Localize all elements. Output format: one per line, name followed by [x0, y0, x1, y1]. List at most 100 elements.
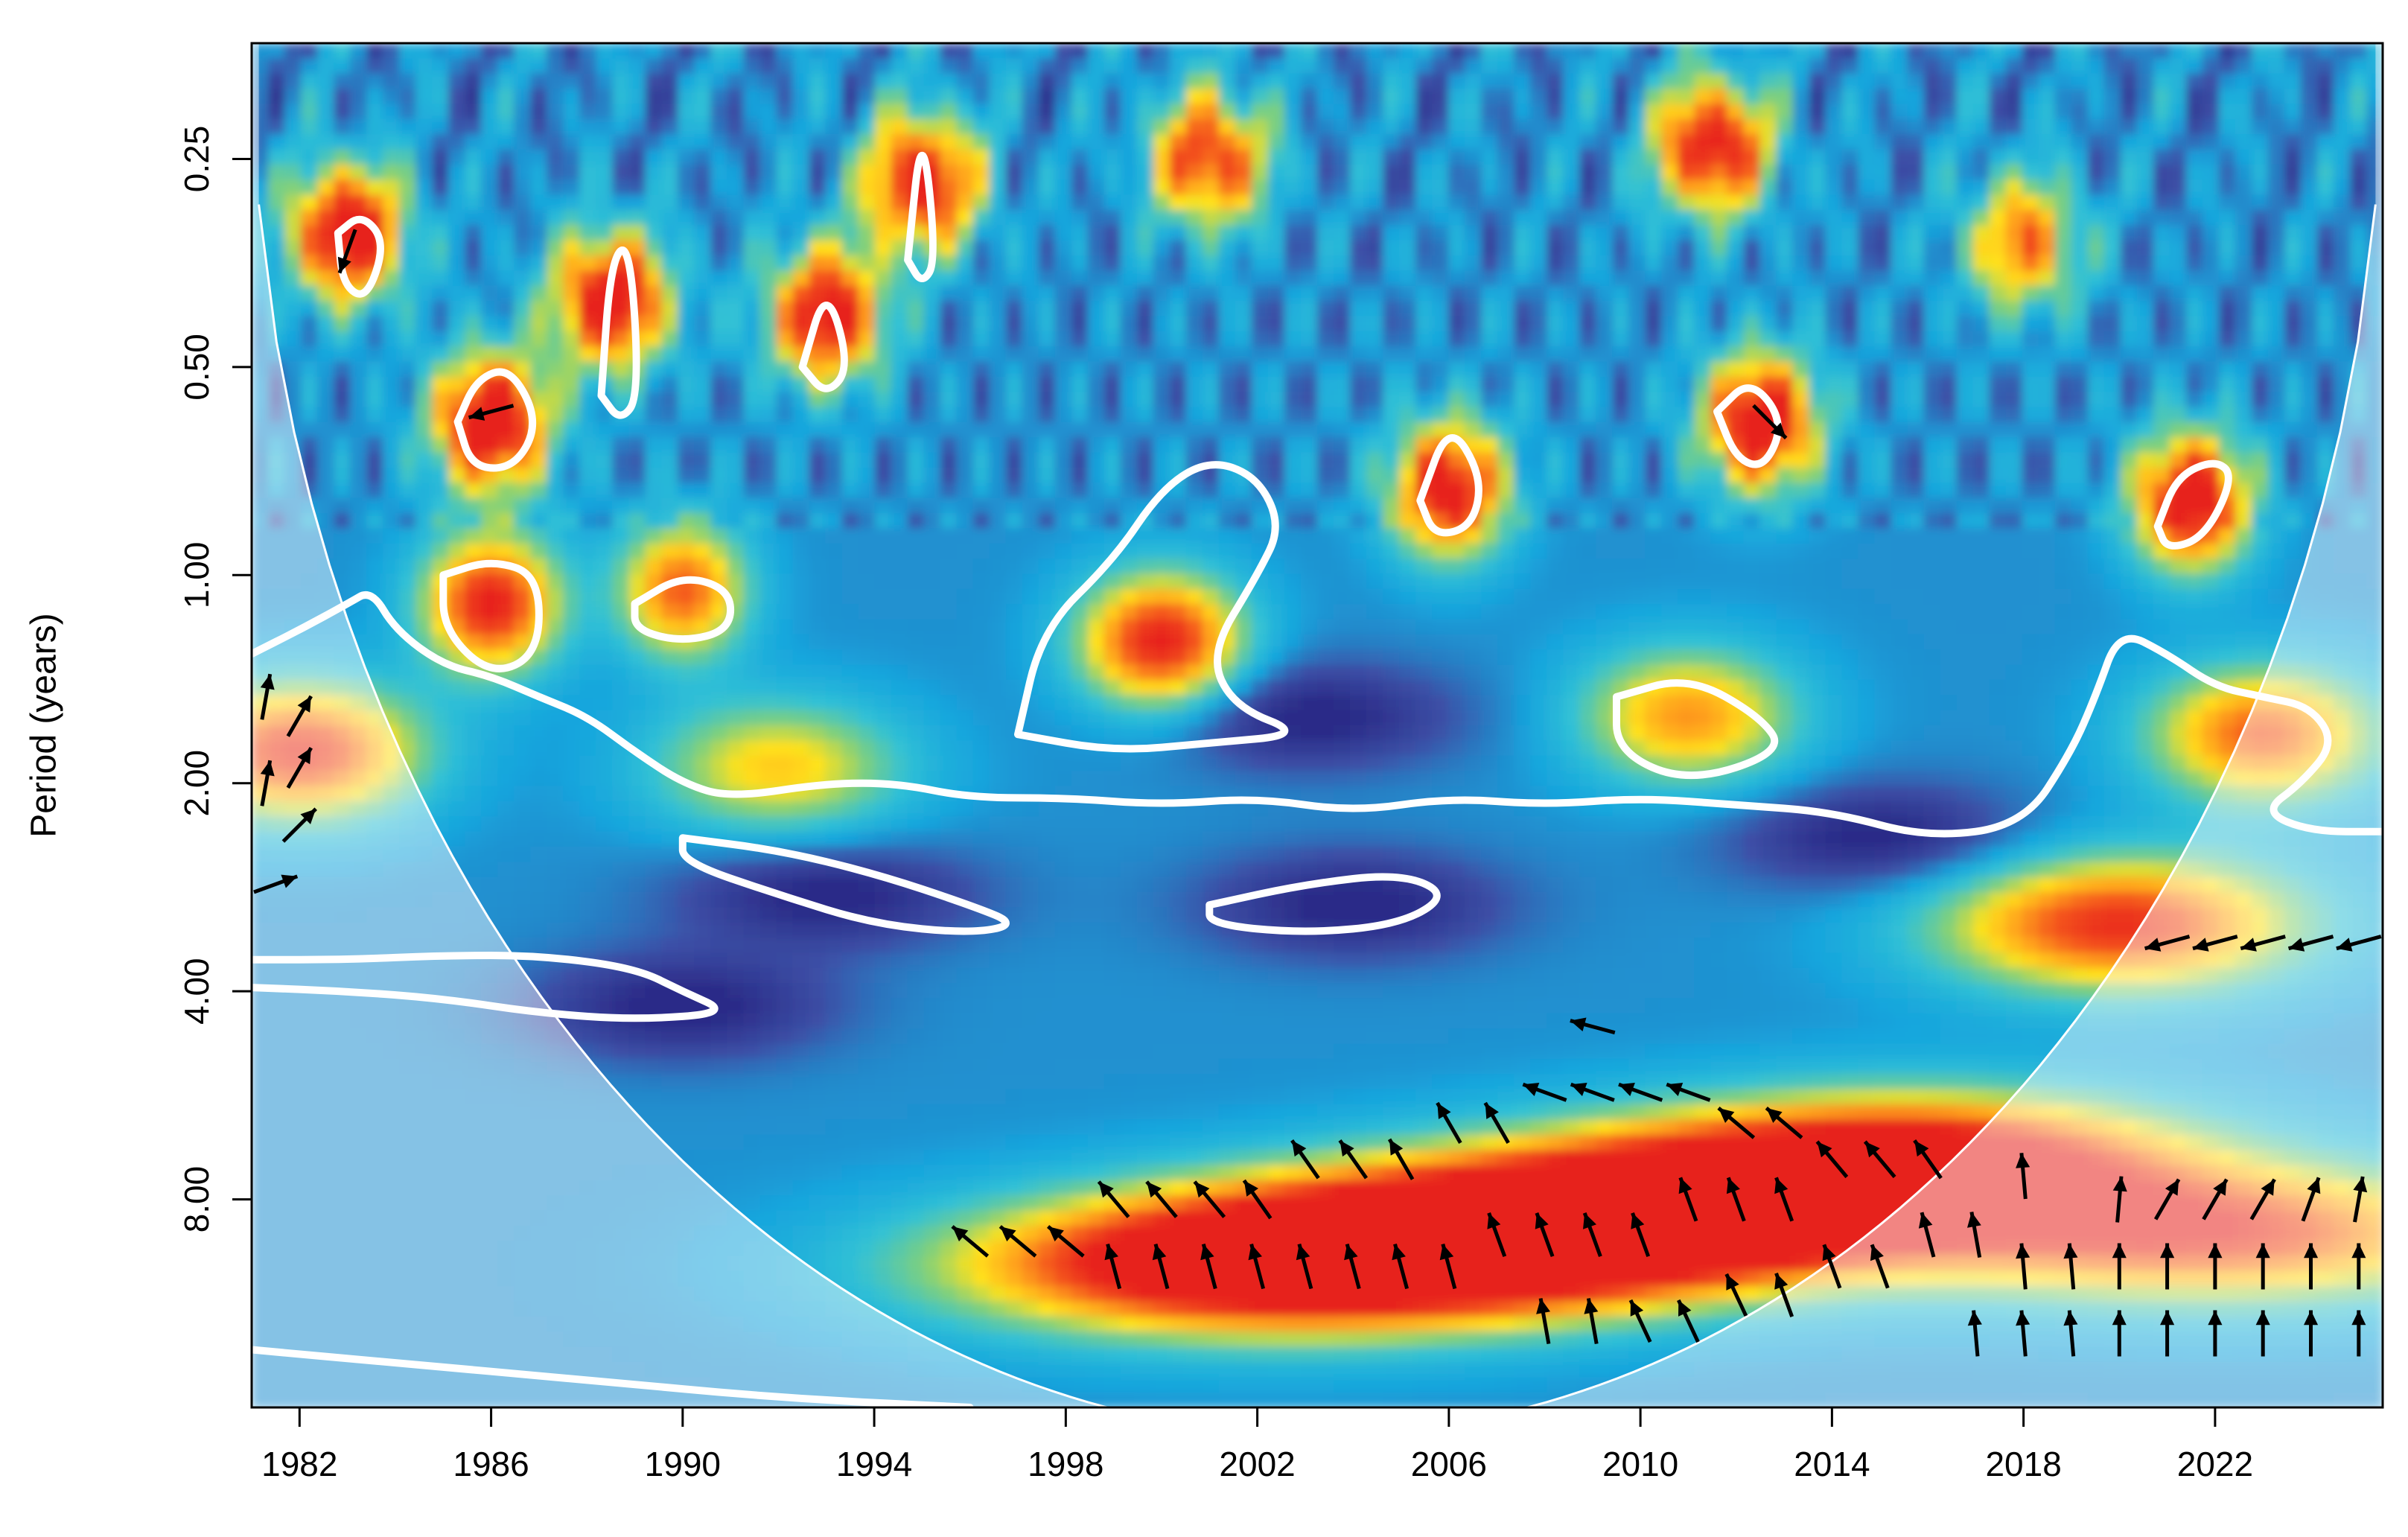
heat-cell — [874, 1013, 892, 1030]
heat-cell — [841, 301, 859, 317]
heat-cell — [399, 1089, 417, 1105]
heat-cell — [1071, 771, 1089, 787]
heat-cell — [972, 301, 990, 317]
heat-cell — [596, 922, 614, 938]
heat-cell — [940, 270, 958, 287]
heat-cell — [415, 1210, 433, 1226]
heat-cell — [514, 483, 532, 499]
heat-cell — [940, 1058, 958, 1075]
heat-cell — [989, 225, 1007, 241]
heat-cell — [612, 164, 630, 181]
heat-cell — [825, 1089, 843, 1105]
heat-cell — [759, 862, 777, 878]
heat-cell — [645, 225, 663, 241]
heat-cell — [547, 876, 564, 893]
heat-cell — [825, 967, 843, 984]
heat-cell — [465, 164, 482, 181]
heat-cell — [350, 907, 368, 923]
heat-cell — [547, 619, 564, 635]
heat-cell — [825, 179, 843, 196]
heat-cell — [268, 938, 285, 954]
heat-cell — [432, 1256, 450, 1272]
heat-cell — [1153, 331, 1170, 348]
heat-cell — [678, 437, 695, 454]
heat-cell — [284, 43, 302, 60]
heat-cell — [956, 1301, 974, 1317]
heat-cell — [792, 740, 810, 757]
heat-cell — [923, 983, 941, 999]
heat-cell — [825, 559, 843, 575]
heat-cell — [956, 1119, 974, 1136]
heat-cell — [252, 998, 269, 1014]
heat-cell — [481, 710, 499, 726]
heat-cell — [268, 149, 285, 165]
heat-cell — [252, 452, 269, 468]
heat-cell — [645, 118, 663, 136]
heat-cell — [940, 1150, 958, 1166]
heat-cell — [841, 89, 859, 105]
heat-cell — [1071, 1286, 1089, 1302]
heat-cell — [759, 559, 777, 575]
heat-cell — [334, 392, 351, 408]
heat-cell — [874, 483, 892, 499]
heat-cell — [858, 786, 876, 802]
heat-cell — [972, 604, 990, 620]
heat-cell — [907, 528, 925, 544]
heat-cell — [415, 1331, 433, 1348]
heat-cell — [547, 407, 564, 423]
heat-cell — [694, 649, 712, 666]
heat-cell — [399, 134, 417, 150]
heat-cell — [301, 1195, 318, 1212]
heat-cell — [743, 270, 761, 287]
heat-cell — [579, 194, 597, 211]
heat-cell — [252, 179, 269, 196]
heat-cell — [399, 1316, 417, 1333]
heat-cell — [612, 118, 630, 136]
heat-cell — [841, 1074, 859, 1090]
heat-cell — [874, 209, 892, 226]
heat-cell — [317, 1180, 335, 1197]
heat-cell — [481, 118, 499, 136]
heat-cell — [1103, 1074, 1121, 1090]
heat-cell — [989, 149, 1007, 165]
heat-cell — [383, 331, 401, 348]
heat-cell — [448, 209, 466, 226]
heat-cell — [1005, 816, 1023, 833]
heat-cell — [366, 179, 384, 196]
heat-cell — [530, 285, 548, 302]
heat-cell — [923, 816, 941, 833]
heat-cell — [776, 1013, 794, 1030]
heat-cell — [858, 559, 876, 575]
heat-cell — [497, 740, 515, 757]
heat-cell — [366, 1301, 384, 1317]
heat-cell — [1022, 998, 1039, 1014]
heat-cell — [809, 755, 826, 772]
heat-cell — [1038, 513, 1056, 529]
heat-cell — [1038, 1013, 1056, 1030]
heat-cell — [268, 392, 285, 408]
heat-cell — [678, 316, 695, 332]
heat-cell — [334, 998, 351, 1014]
heat-cell — [465, 1180, 482, 1197]
heat-cell — [317, 740, 335, 757]
heat-cell — [415, 346, 433, 363]
heat-cell — [1005, 831, 1023, 847]
heat-cell — [874, 952, 892, 969]
heat-cell — [514, 468, 532, 484]
heat-cell — [399, 1058, 417, 1075]
heat-cell — [1087, 1270, 1105, 1288]
heat-cell — [465, 194, 482, 211]
heat-cell — [923, 1165, 941, 1181]
heat-cell — [809, 452, 826, 468]
heat-cell — [579, 771, 597, 787]
heat-cell — [481, 725, 499, 742]
heat-cell — [547, 346, 564, 363]
heat-cell — [1087, 528, 1105, 544]
heat-cell — [448, 573, 466, 590]
heat-cell — [923, 1286, 941, 1302]
heat-cell — [858, 361, 876, 378]
heat-cell — [399, 588, 417, 605]
heat-cell — [891, 452, 908, 468]
heat-cell — [366, 513, 384, 529]
heat-cell — [694, 468, 712, 484]
